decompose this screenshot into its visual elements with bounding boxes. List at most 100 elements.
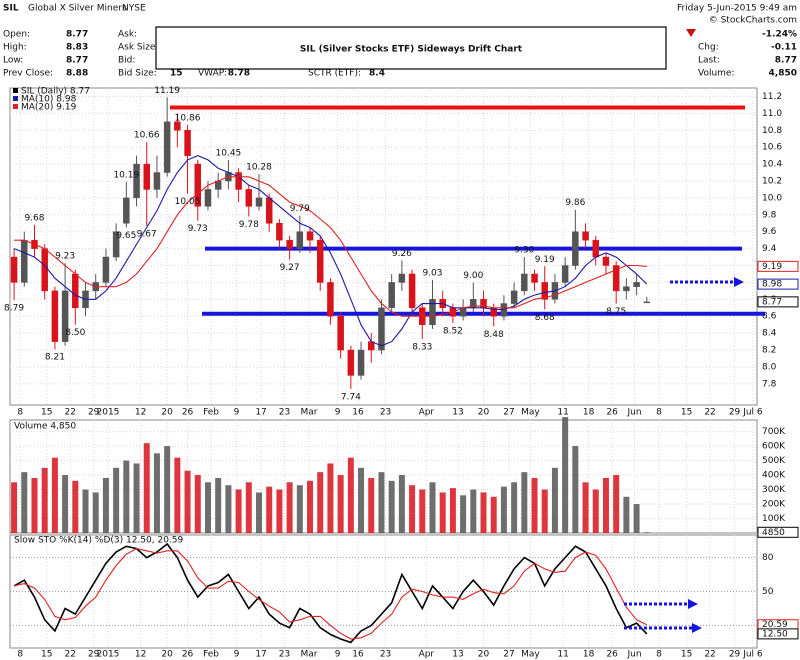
candle-body (429, 299, 436, 325)
x-tick-label: 22 (704, 408, 715, 418)
volume-bar (531, 477, 538, 533)
x-tick-label: 20 (161, 650, 173, 660)
y-tick-label: 9.4 (762, 244, 777, 254)
x-tick-label: Jul 6 (742, 650, 763, 660)
point-label: 8.79 (4, 304, 24, 314)
volume-bar (194, 475, 201, 533)
point-label: 8.50 (65, 328, 85, 338)
candle-body (398, 273, 406, 283)
quote-label: Low: (3, 56, 23, 66)
volume-bar (572, 446, 579, 533)
legend-entry: MA(10) 8.98 (21, 95, 77, 105)
quote-value: 8.83 (66, 43, 88, 53)
oscillator-line (13, 548, 648, 640)
last-value-label: 8.77 (762, 297, 782, 307)
candle-body (123, 197, 130, 224)
x-tick-label: 8 (656, 650, 662, 660)
legend-swatch (13, 88, 18, 93)
y-tick-label: 500K (762, 456, 786, 466)
summary-label: Volume: (698, 69, 735, 79)
volume-bar (378, 472, 385, 533)
volume-bar (113, 467, 120, 533)
copyright: © StockCharts.com (709, 16, 797, 26)
y-tick-label: 700K (762, 427, 786, 437)
volume-bar (398, 475, 405, 533)
volume-bar (633, 504, 640, 533)
y-tick-label: 10.8 (762, 126, 782, 136)
point-label: 9.79 (290, 204, 310, 214)
x-tick-label: 29 (729, 408, 741, 418)
candle-body (41, 248, 48, 292)
volume-bar (419, 489, 426, 533)
arrow-head (734, 277, 744, 287)
quote-value: 8.88 (66, 69, 88, 79)
book-value: 15 (170, 69, 183, 79)
book-label: Bid: (118, 56, 135, 66)
candle-body (582, 231, 589, 241)
candle-body (163, 121, 171, 173)
book-label: Ask Size: (118, 43, 158, 53)
last-value-label: 9.19 (762, 262, 782, 272)
point-label: 9.00 (463, 271, 483, 281)
point-label: 9.67 (137, 229, 157, 239)
last-value-tag (757, 278, 799, 290)
volume-bar (521, 472, 528, 533)
point-label: 9.23 (55, 251, 75, 261)
volume-bar (613, 475, 620, 533)
last-value-tag (757, 260, 799, 272)
volume-bar (235, 489, 242, 533)
x-tick-label: May (521, 408, 540, 418)
x-tick-label: 9 (234, 650, 240, 660)
volume-bar (72, 480, 79, 533)
x-tick-label: 16 (352, 650, 364, 660)
candle-body (133, 163, 140, 199)
volume-bar (429, 482, 436, 533)
x-tick-label: 22 (64, 650, 75, 660)
point-label: 10.05 (175, 197, 201, 207)
candle-body (541, 282, 548, 300)
volume-bar (460, 495, 467, 533)
candle-body (235, 172, 242, 190)
point-label: 9.78 (239, 220, 259, 230)
x-tick-label: 29 (88, 408, 100, 418)
quote-value: 8.77 (66, 56, 88, 66)
volume-bar (439, 492, 446, 533)
y-tick-label: 10.0 (762, 193, 782, 203)
extra-label: SCTR (ETF): (308, 69, 361, 79)
volume-bar (92, 492, 99, 533)
x-tick-label: 20 (478, 650, 490, 660)
y-tick-label: 8.6 (762, 312, 777, 322)
volume-bar (82, 489, 89, 533)
volume-bar (582, 482, 589, 533)
last-value-tag (757, 526, 799, 538)
extra-value: 8.78 (228, 69, 250, 79)
candle-body (572, 231, 579, 266)
volume-bar (602, 477, 609, 533)
volume-bar (286, 482, 293, 533)
last-value-tag (757, 296, 799, 308)
point-label: 8.48 (484, 330, 504, 340)
symbol: SIL (3, 4, 19, 14)
security-name: Global X Silver Miners (28, 4, 127, 14)
summary-value: 8.77 (775, 56, 797, 66)
last-value-label: 12.50 (762, 629, 788, 639)
volume-bar (500, 486, 507, 533)
x-tick-label: Mar (301, 408, 318, 418)
point-label: 9.19 (535, 255, 555, 265)
candle-body (347, 349, 355, 376)
last-value-label: 8.98 (762, 280, 782, 290)
volume-bar (204, 482, 211, 533)
candle-body (112, 231, 120, 258)
x-tick-label: Apr (419, 408, 435, 418)
y-tick-label: 11.2 (762, 92, 782, 102)
volume-bar (174, 457, 181, 533)
y-tick-label: 10.2 (762, 176, 782, 186)
quote-label: Prev Close: (3, 69, 53, 79)
y-tick-label: 9.6 (762, 227, 777, 237)
candle-body (561, 265, 569, 283)
volume-bar (41, 467, 48, 533)
x-tick-label: Feb (203, 408, 219, 418)
point-label: 7.74 (341, 392, 361, 402)
legend-entry: MA(20) 9.19 (21, 103, 77, 113)
